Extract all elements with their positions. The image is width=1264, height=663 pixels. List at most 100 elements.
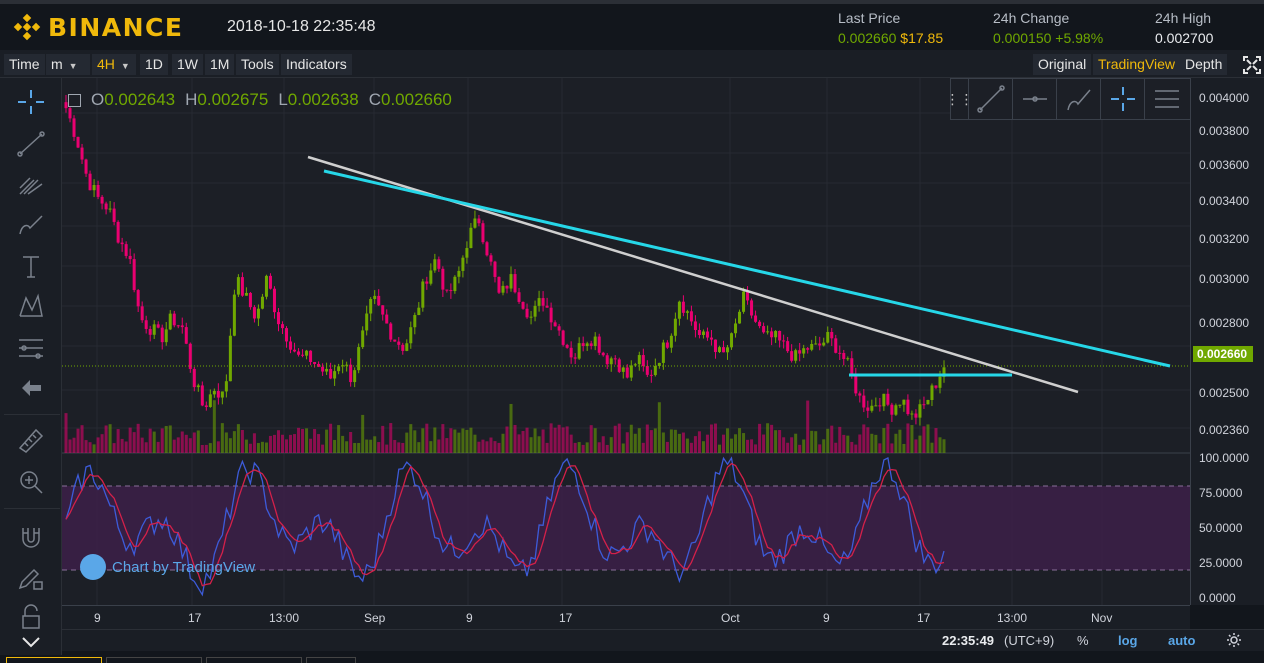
lock-tool[interactable] xyxy=(16,602,46,630)
footer-tab[interactable] xyxy=(306,657,356,663)
volume-bar xyxy=(625,432,629,453)
volume-bar xyxy=(621,443,625,453)
volume-bar xyxy=(124,441,128,453)
volume-bar xyxy=(465,429,469,453)
fullscreen-icon[interactable] xyxy=(1241,52,1263,78)
volume-bar xyxy=(212,400,216,453)
volume-bar xyxy=(601,436,605,453)
volume-bar xyxy=(393,440,397,453)
indicators-button[interactable]: Indicators xyxy=(281,54,352,75)
brush-tool[interactable] xyxy=(16,210,46,238)
candle-body xyxy=(405,343,409,351)
measure-tool[interactable] xyxy=(16,334,46,362)
draw-fib-button[interactable] xyxy=(1145,79,1189,119)
draw-horizontal-button[interactable] xyxy=(1013,79,1057,119)
candle-body xyxy=(457,270,461,277)
timezone-selector[interactable]: (UTC+9) xyxy=(1004,633,1055,648)
low-label: L xyxy=(278,90,288,109)
drag-handle-icon[interactable]: ⋮⋮ xyxy=(946,79,974,119)
interval-1d-button[interactable]: 1D xyxy=(140,54,168,75)
volume-bar xyxy=(633,433,637,453)
candle-body xyxy=(573,357,577,359)
footer-tab[interactable] xyxy=(206,657,302,663)
volume-bar xyxy=(641,442,645,453)
text-tool[interactable] xyxy=(16,252,46,280)
candle-body xyxy=(100,196,104,204)
candle-body xyxy=(858,393,862,396)
volume-bar xyxy=(830,425,834,453)
volume-bar xyxy=(521,430,525,453)
legend-toggle-icon[interactable] xyxy=(68,93,81,107)
volume-bar xyxy=(349,432,353,453)
volume-bar xyxy=(184,434,188,453)
candle-body xyxy=(92,184,96,191)
volume-bar xyxy=(88,442,92,453)
minute-interval-dropdown[interactable]: m ▼ xyxy=(46,54,90,75)
volume-bar xyxy=(100,434,104,453)
fib-levels-icon xyxy=(1155,90,1179,108)
candle-body xyxy=(770,331,774,338)
volume-bar xyxy=(164,425,168,453)
pitchfork-tool[interactable] xyxy=(16,170,46,198)
view-depth-tab[interactable]: Depth xyxy=(1180,54,1228,75)
crosshair-tool[interactable] xyxy=(16,88,46,116)
candle-body xyxy=(140,306,144,321)
volume-bar xyxy=(657,402,661,453)
candle-body xyxy=(601,352,605,356)
candle-body xyxy=(561,330,565,345)
footer-tab[interactable] xyxy=(106,657,202,663)
candle-body xyxy=(397,341,401,345)
candle-body xyxy=(525,308,529,318)
magnet-tool[interactable] xyxy=(16,524,46,552)
pattern-tool[interactable] xyxy=(16,292,46,320)
settings-gear-icon[interactable] xyxy=(1226,632,1242,648)
price-tick: 0.004000 xyxy=(1199,91,1250,105)
interval-1w-button[interactable]: 1W xyxy=(172,54,203,75)
tools-button[interactable]: Tools xyxy=(236,54,279,75)
volume-bar xyxy=(762,434,766,453)
view-tradingview-tab[interactable]: TradingView xyxy=(1093,54,1181,75)
volume-bar xyxy=(168,425,172,453)
interval-4h-dropdown[interactable]: 4H ▼ xyxy=(92,54,136,75)
lock-drawing-tool[interactable] xyxy=(16,564,46,592)
volume-bar xyxy=(802,439,806,453)
candle-body xyxy=(673,318,677,336)
volume-bar xyxy=(838,426,842,453)
draw-line-button[interactable] xyxy=(969,79,1013,119)
candle-body xyxy=(116,221,120,243)
price-chart[interactable]: O0.002643 H0.002675 L0.002638 C0.002660 … xyxy=(62,78,1190,605)
draw-crosshair-button[interactable] xyxy=(1101,79,1145,119)
view-original-tab[interactable]: Original xyxy=(1033,54,1092,75)
volume-bar xyxy=(317,434,321,453)
volume-bar xyxy=(104,425,108,453)
auto-scale-toggle[interactable]: auto xyxy=(1168,633,1196,648)
percent-scale-toggle[interactable]: % xyxy=(1077,633,1089,648)
candle-body xyxy=(313,361,317,364)
collapse-tools-button[interactable] xyxy=(16,628,46,656)
candlestick-chart[interactable] xyxy=(62,78,1190,605)
binance-logo[interactable]: BINANCE xyxy=(12,12,183,42)
volume-bar xyxy=(742,433,746,453)
sidebar-divider xyxy=(4,508,60,509)
volume-bar xyxy=(92,444,96,453)
time-tick: Oct xyxy=(721,611,740,625)
trendline-tool[interactable] xyxy=(16,130,46,158)
candle-body xyxy=(786,341,790,352)
log-scale-toggle[interactable]: log xyxy=(1118,633,1138,648)
candle-body xyxy=(902,399,906,405)
volume-bar xyxy=(357,443,361,453)
footer-tab[interactable] xyxy=(6,657,102,663)
price-axis[interactable]: 0.004000 0.003800 0.003600 0.003400 0.00… xyxy=(1190,78,1264,605)
hide-tools-button[interactable] xyxy=(16,374,46,402)
time-button[interactable]: Time xyxy=(4,54,45,75)
draw-brush-button[interactable] xyxy=(1057,79,1101,119)
interval-1m-button[interactable]: 1M xyxy=(205,54,235,75)
tradingview-watermark[interactable]: Chart by TradingView xyxy=(80,554,255,580)
zoom-tool[interactable] xyxy=(16,468,46,496)
price-tick: 0.003200 xyxy=(1199,232,1250,246)
volume-bar xyxy=(228,438,232,453)
ruler-tool[interactable] xyxy=(16,426,46,454)
time-axis[interactable]: 9 17 13:00 Sep 9 17 Oct 9 17 13:00 Nov xyxy=(62,605,1190,629)
candle-body xyxy=(826,331,830,343)
candle-body xyxy=(742,291,746,312)
